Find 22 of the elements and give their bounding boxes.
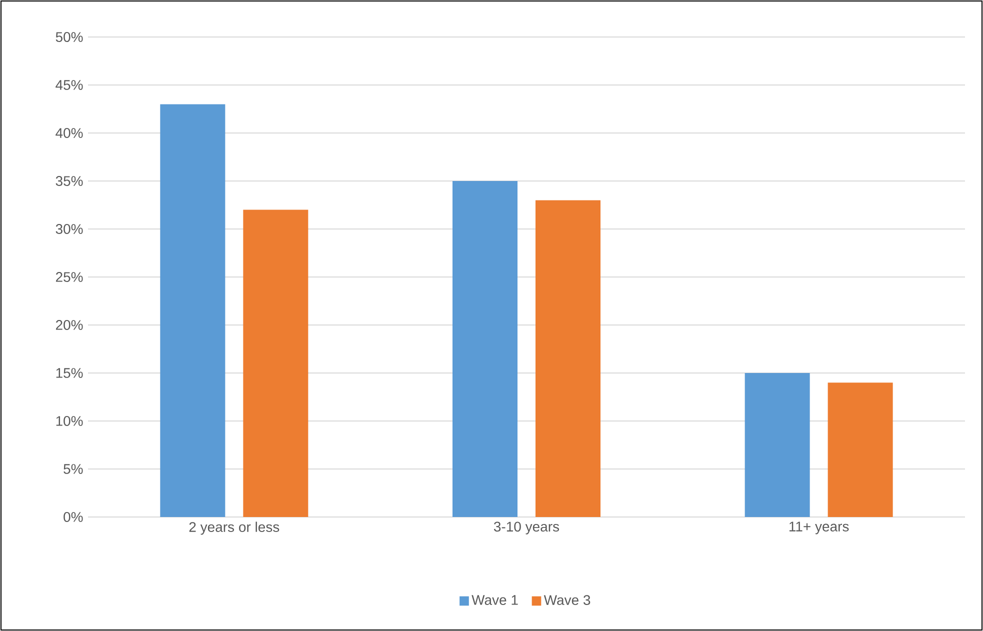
y-tick-label: 30% [56,224,83,234]
y-tick-label: 20% [56,320,83,330]
y-tick-label: 5% [64,464,83,474]
x-tick-label: 2 years or less [189,522,280,535]
y-tick-label: 25% [56,272,83,282]
bar [243,210,308,517]
y-tick-label: 35% [56,176,83,186]
y-tick-label: 40% [56,128,83,138]
y-tick-label: 45% [56,80,83,90]
bar [828,382,893,517]
x-tick-label: 11+ years [789,522,849,534]
bar [744,372,810,517]
y-tick-label: 0% [64,512,83,522]
legend-label: Wave 3 [544,595,590,606]
legend-label: Wave 1 [472,595,518,605]
bar [160,104,226,517]
x-tick-label: 3-10 years [494,522,560,534]
bar [536,200,600,517]
y-tick-label: 50% [56,32,83,42]
y-tick-label: 10% [56,416,83,426]
bar [452,180,518,517]
y-tick-label: 15% [56,368,83,378]
